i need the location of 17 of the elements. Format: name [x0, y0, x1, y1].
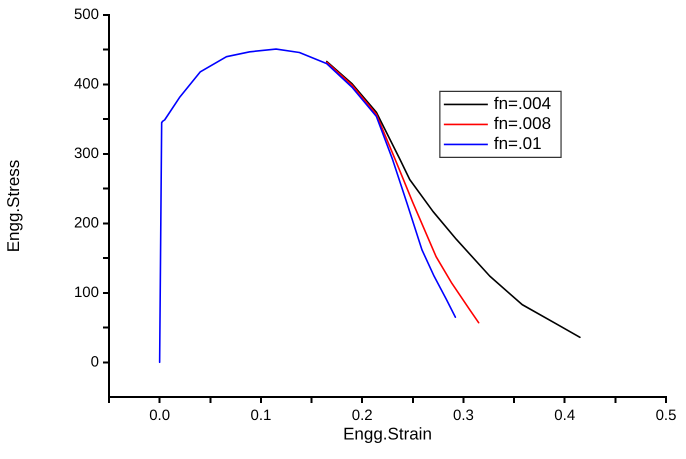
x-tick-label: 0.5	[656, 407, 676, 424]
y-tick-label: 400	[74, 76, 99, 93]
legend-label: fn=.01	[494, 134, 542, 154]
y-tick-label: 500	[74, 6, 99, 24]
y-tick-label: 300	[74, 145, 99, 162]
x-tick-label: 0.3	[453, 407, 474, 424]
x-tick-label: 0.4	[554, 407, 576, 424]
y-axis-title: Engg.Stress	[4, 160, 23, 252]
x-axis-title: Engg.Strain	[343, 424, 432, 444]
y-tick-label: 100	[74, 284, 99, 301]
legend-label: fn=.008	[494, 114, 552, 134]
x-tick-label: 0.0	[149, 407, 170, 424]
x-tick-label: 0.2	[352, 407, 373, 424]
y-tick-label: 200	[74, 214, 99, 232]
x-tick-label: 0.1	[250, 407, 272, 424]
legend-label: fn=.004	[494, 94, 552, 114]
y-tick-label: 0	[90, 353, 99, 370]
